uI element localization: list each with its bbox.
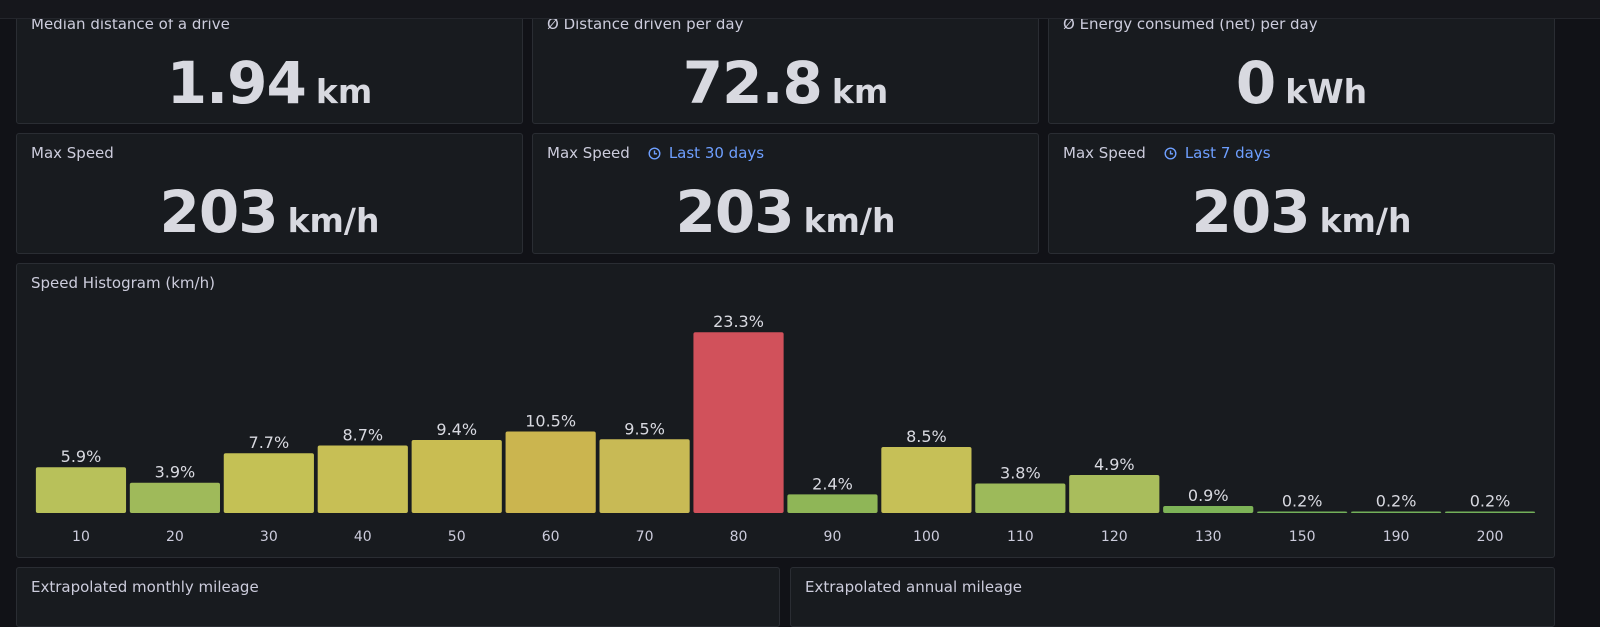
x-tick-label: 70 — [636, 529, 654, 545]
stat-panel[interactable]: Max Speed Last 30 days 203 km/h — [532, 133, 1039, 254]
x-tick-label: 50 — [448, 529, 466, 545]
top-bar — [0, 0, 1600, 19]
bar — [129, 482, 220, 513]
value-label: 0.2% — [1376, 491, 1417, 510]
time-range-text: Last 30 days — [668, 144, 765, 162]
stat-panel[interactable]: Ø Energy consumed (net) per day 0 kWh — [1048, 4, 1555, 124]
x-tick-label: 40 — [354, 529, 372, 545]
panel-title: Ø Energy consumed (net) per day — [1063, 15, 1318, 33]
stat-panel[interactable]: Max Speed Last 7 days 203 km/h — [1048, 133, 1555, 254]
x-tick-label: 80 — [730, 529, 748, 545]
panel-title: Extrapolated monthly mileage — [31, 578, 259, 596]
x-tick-label: 120 — [1101, 529, 1128, 545]
bar — [1069, 474, 1160, 513]
bar — [223, 453, 314, 513]
panel-title: Ø Distance driven per day — [547, 15, 744, 33]
bar — [411, 440, 502, 513]
x-tick-label: 60 — [542, 529, 560, 545]
histogram-chart: 10 5.9% 20 3.9% 30 7.7% 40 8.7% 50 9.4% 60 10.5% 70 9… — [35, 312, 1536, 545]
histogram-panel[interactable]: Speed Histogram (km/h) 10 5.9% 20 3.9% 30 7.7… — [16, 263, 1555, 558]
stat-unit: km/h — [287, 201, 380, 240]
bar — [693, 332, 784, 513]
value-label: 8.5% — [906, 427, 947, 446]
x-tick-label: 10 — [72, 529, 90, 545]
bar — [881, 447, 972, 513]
stat-unit: km/h — [1319, 201, 1412, 240]
clock-icon — [648, 147, 661, 160]
stat-value: 203 — [675, 178, 795, 246]
value-label: 9.4% — [436, 420, 477, 439]
panel-title: Max Speed Last 30 days — [547, 144, 764, 162]
x-tick-label: 190 — [1383, 529, 1410, 545]
stat-unit: km — [315, 72, 373, 111]
panel-title: Speed Histogram (km/h) — [31, 274, 215, 292]
x-tick-label: 100 — [913, 529, 940, 545]
stat-panel[interactable]: Median distance of a drive 1.94 km — [16, 4, 523, 124]
stat-panel[interactable]: Max Speed 203 km/h — [16, 133, 523, 254]
stat-value: 203 — [159, 178, 279, 246]
time-range[interactable]: Last 30 days — [648, 144, 764, 162]
value-label: 0.9% — [1188, 486, 1229, 505]
stat-unit: kWh — [1285, 72, 1368, 111]
x-tick-label: 90 — [824, 529, 842, 545]
bar — [599, 439, 690, 513]
time-range-text: Last 7 days — [1184, 144, 1271, 162]
stat-value: 203 — [1191, 178, 1311, 246]
panel-title: Extrapolated annual mileage — [805, 578, 1023, 596]
x-tick-label: 130 — [1195, 529, 1222, 545]
value-label: 23.3% — [713, 312, 764, 331]
value-label: 9.5% — [624, 419, 665, 438]
x-tick-label: 150 — [1289, 529, 1316, 545]
panel-title: Max Speed Last 7 days — [1063, 144, 1271, 162]
value-label: 10.5% — [525, 412, 576, 431]
x-tick-label: 110 — [1007, 529, 1034, 545]
bar — [505, 431, 596, 513]
clock-icon — [1164, 147, 1177, 160]
bar — [1257, 511, 1348, 513]
stat-panel[interactable]: Extrapolated annual mileage — [790, 567, 1555, 627]
time-range[interactable]: Last 7 days — [1164, 144, 1271, 162]
bar — [1163, 506, 1254, 513]
x-tick-label: 20 — [166, 529, 184, 545]
x-tick-label: 30 — [260, 529, 278, 545]
stat-unit: km/h — [803, 201, 896, 240]
stat-value: 0 — [1235, 49, 1276, 117]
value-label: 7.7% — [249, 433, 290, 452]
value-label: 2.4% — [812, 474, 853, 493]
x-tick-label: 200 — [1477, 529, 1504, 545]
value-label: 5.9% — [61, 447, 102, 466]
stat-value: 1.94 — [166, 49, 307, 117]
panel-title: Max Speed — [31, 144, 114, 162]
value-label: 8.7% — [342, 425, 383, 444]
panel-title: Median distance of a drive — [31, 15, 230, 33]
bar — [787, 494, 878, 513]
bar — [317, 445, 408, 513]
value-label: 3.9% — [155, 463, 196, 482]
panel-title-text: Max Speed — [1063, 144, 1146, 162]
panel-title-text: Max Speed — [547, 144, 630, 162]
bar — [1351, 511, 1442, 513]
bar — [35, 467, 127, 513]
bar — [975, 483, 1066, 513]
stat-panel[interactable]: Ø Distance driven per day 72.8 km — [532, 4, 1039, 124]
value-label: 3.8% — [1000, 464, 1041, 483]
bar — [1444, 511, 1536, 513]
stat-value: 72.8 — [682, 49, 823, 117]
value-label: 0.2% — [1282, 491, 1323, 510]
value-label: 4.9% — [1094, 455, 1135, 474]
stat-unit: km — [831, 72, 889, 111]
value-label: 0.2% — [1470, 491, 1511, 510]
stat-panel[interactable]: Extrapolated monthly mileage — [16, 567, 780, 627]
